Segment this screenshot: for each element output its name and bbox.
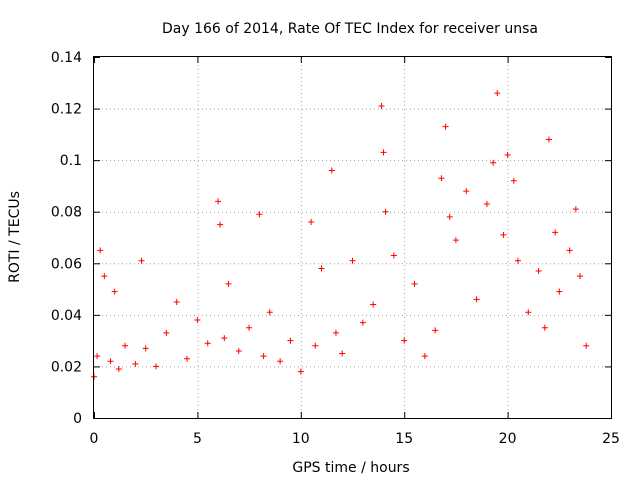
data-point [132,360,139,367]
chart-title: Day 166 of 2014, Rate Of TEC Index for r… [162,21,538,37]
data-point [411,280,418,287]
data-point [446,213,453,220]
data-point [390,252,397,259]
data-point [204,340,211,347]
data-point [545,136,552,143]
grid-lines [94,57,611,418]
data-point [535,268,542,275]
data-point [494,90,501,97]
data-point [483,200,490,207]
x-tick-label: 5 [193,431,202,447]
data-point [500,231,507,238]
data-point [401,337,408,344]
data-point [221,335,228,342]
data-point [266,309,273,316]
data-point [122,342,129,349]
data-point [97,247,104,254]
data-point [217,221,224,228]
data-point [287,337,294,344]
plot-frame [93,56,612,419]
x-axis-tick-labels: 0 5 10 15 20 25 [90,431,620,447]
data-point [153,363,160,370]
data-point [297,368,304,375]
data-point [442,123,449,130]
data-point [556,288,563,295]
data-point [256,211,263,218]
data-point [111,288,118,295]
data-point [572,206,579,213]
data-point [514,257,521,264]
data-point [583,342,590,349]
data-point [163,329,170,336]
y-axis-title: ROTI / TECUs [7,191,23,283]
data-point [339,350,346,357]
data-point [370,301,377,308]
y-tick-label: 0.08 [51,205,82,221]
data-point [184,355,191,362]
data-point [328,167,335,174]
data-point [318,265,325,272]
data-point [215,198,222,205]
data-point [378,102,385,109]
data-point [235,347,242,354]
data-point [94,353,101,360]
y-tick-label: 0.04 [51,308,82,324]
data-point [576,273,583,280]
data-point [525,309,532,316]
data-point [490,159,497,166]
data-point [107,358,114,365]
axis-ticks [94,57,612,419]
data-point [260,353,267,360]
data-point [463,188,470,195]
data-point [541,324,548,331]
data-point [332,329,339,336]
data-point [432,327,439,334]
data-point [308,219,315,226]
data-point [552,229,559,236]
y-tick-label: 0.06 [51,256,82,272]
x-tick-label: 20 [499,431,517,447]
x-axis-title: GPS time / hours [292,460,409,476]
y-tick-label: 0.1 [60,153,82,169]
data-point [438,175,445,182]
data-point [138,257,145,264]
data-point [452,237,459,244]
data-point [277,358,284,365]
data-point [421,353,428,360]
data-point [312,342,319,349]
x-tick-label: 15 [395,431,413,447]
data-point [194,317,201,324]
x-tick-label: 25 [602,431,620,447]
data-point [566,247,573,254]
data-point [380,149,387,156]
data-points [91,90,590,380]
data-point [359,319,366,326]
data-point [504,151,511,158]
data-point [115,366,122,373]
data-point [142,345,149,352]
data-point [225,280,232,287]
y-tick-label: 0.12 [51,102,82,118]
y-axis-tick-labels: 0 0.02 0.04 0.06 0.08 0.1 0.12 0.14 [51,50,82,427]
data-point [349,257,356,264]
data-point [510,177,517,184]
x-tick-label: 0 [90,431,99,447]
y-tick-label: 0.02 [51,359,82,375]
y-tick-label: 0.14 [51,50,82,66]
data-point [246,324,253,331]
x-tick-label: 10 [292,431,310,447]
data-point [173,298,180,305]
data-point [473,296,480,303]
data-point [382,208,389,215]
y-tick-label: 0 [73,411,82,427]
data-point [101,273,108,280]
